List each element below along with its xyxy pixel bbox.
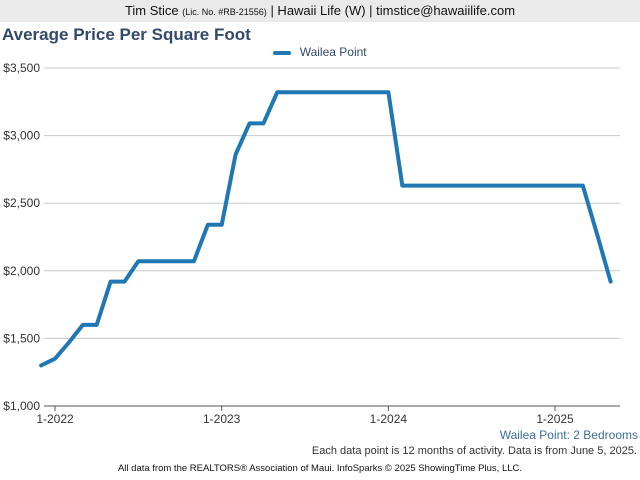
chart-subtitle: Wailea Point: 2 Bedrooms <box>499 428 638 442</box>
y-tick-label: $1,500 <box>3 331 40 345</box>
chart-legend: Wailea Point <box>0 45 640 59</box>
y-tick-label: $3,500 <box>3 61 40 75</box>
license-number: (Lic. No. #RB-21556) <box>182 7 267 17</box>
y-tick-label: $3,000 <box>3 129 40 143</box>
y-axis: $1,000 $1,500 $2,000 $2,500 $3,000 $3,500 <box>3 61 40 413</box>
y-tick-label: $1,000 <box>3 399 40 413</box>
x-axis: 1-2022 1-2023 1-2024 1-2025 <box>36 405 620 426</box>
legend-label: Wailea Point <box>299 45 367 59</box>
x-tick-label: 1-2024 <box>370 412 408 426</box>
x-tick-label: 1-2025 <box>536 412 574 426</box>
grid-lines <box>44 67 620 407</box>
agent-header-bar: Tim Stice (Lic. No. #RB-21556) | Hawaii … <box>0 0 640 22</box>
chart-title: Average Price Per Square Foot <box>2 25 251 44</box>
data-note: Each data point is 12 months of activity… <box>311 445 637 457</box>
footer-credit: All data from the REALTORS® Association … <box>117 463 523 474</box>
legend-swatch <box>273 50 292 55</box>
x-tick-label: 1-2023 <box>203 412 241 426</box>
x-tick-label: 1-2022 <box>36 412 74 426</box>
y-tick-label: $2,500 <box>3 196 40 210</box>
y-tick-label: $2,000 <box>3 264 40 278</box>
agent-contact: | Hawaii Life (W) | timstice@hawaiilife.… <box>270 3 516 18</box>
series-line-wailea-point <box>39 90 613 368</box>
agent-name: Tim Stice <box>124 3 179 18</box>
series-group <box>39 90 613 368</box>
